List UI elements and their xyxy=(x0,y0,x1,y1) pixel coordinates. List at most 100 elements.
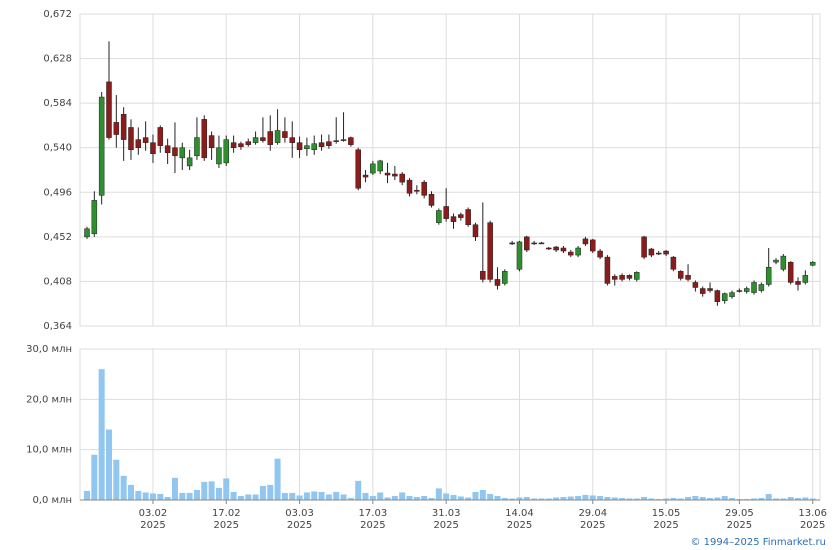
candle-body xyxy=(773,259,779,263)
candle-body xyxy=(399,173,405,183)
x-tick-label: 15.05 2025 xyxy=(652,508,681,531)
volume-bar xyxy=(391,495,398,500)
candle-body xyxy=(458,214,464,218)
y-tick-label: 0,496 xyxy=(43,187,72,198)
volume-bar xyxy=(743,498,750,500)
x-tick-label-line: 2025 xyxy=(433,520,458,531)
candle-body xyxy=(414,190,420,192)
volume-bar xyxy=(347,497,354,500)
volume-bar xyxy=(84,490,90,500)
y-tick-label: 0,628 xyxy=(43,54,72,65)
y-tick-label: 20,0 млн xyxy=(26,394,72,405)
volume-bar xyxy=(487,493,494,500)
x-tick-label-line: 17.02 xyxy=(212,508,241,519)
x-tick-label-line: 14.04 xyxy=(505,508,534,519)
volume-bar xyxy=(692,495,699,500)
candle-body xyxy=(318,142,325,147)
volume-bar xyxy=(252,494,259,500)
volume-bar xyxy=(619,497,626,500)
candle-body xyxy=(348,137,354,145)
candle-body xyxy=(677,271,684,279)
candle-body xyxy=(546,247,552,250)
candle-body xyxy=(384,172,391,176)
volume-bar xyxy=(780,498,787,500)
candle-body xyxy=(296,142,303,150)
plot-frame xyxy=(79,348,821,501)
y-tick-label: 0,364 xyxy=(43,321,72,332)
candle-body xyxy=(619,275,625,280)
candle-body xyxy=(604,256,611,284)
x-tick-label-line: 2025 xyxy=(727,520,752,531)
candle-body xyxy=(758,284,765,291)
candle-body xyxy=(641,236,647,258)
volume-bar xyxy=(729,497,736,500)
candle-body xyxy=(164,145,171,154)
volume-bar xyxy=(758,497,765,500)
candle-body xyxy=(428,194,435,206)
volume-bar xyxy=(802,497,809,500)
candle-body xyxy=(157,127,164,146)
candle-body xyxy=(289,137,295,143)
x-tick-label-line: 2025 xyxy=(653,520,678,531)
volume-bar xyxy=(575,495,582,500)
candle-body xyxy=(223,139,230,164)
candle-body xyxy=(590,239,596,252)
candle-body xyxy=(113,122,120,135)
volume-bar xyxy=(677,498,684,500)
plot-frame xyxy=(79,13,821,327)
candle-body xyxy=(465,209,471,225)
candle-body xyxy=(575,247,581,256)
x-tick-label-line: 31.03 xyxy=(432,508,461,519)
candle-body xyxy=(472,224,479,238)
volume-bar xyxy=(516,497,523,500)
volume-bar xyxy=(523,496,530,500)
volume-bar xyxy=(267,484,274,500)
x-tick-label-line: 29.04 xyxy=(578,508,607,519)
volume-bar xyxy=(443,493,450,500)
candle-body xyxy=(597,250,603,258)
candle-body xyxy=(736,290,743,292)
candle-body xyxy=(538,242,545,245)
volume-bar xyxy=(714,497,721,500)
volume-bar xyxy=(670,497,677,500)
candle-body xyxy=(582,238,589,245)
candle-body xyxy=(612,276,618,280)
volume-bar xyxy=(494,495,501,500)
volume-bar xyxy=(707,497,714,500)
candle-body xyxy=(172,147,178,157)
candle-body xyxy=(326,141,332,146)
candle-body xyxy=(626,275,633,279)
candle-body xyxy=(106,81,112,138)
candle-body xyxy=(560,247,567,252)
volume-bar xyxy=(157,493,164,500)
candle-body xyxy=(406,179,413,194)
x-tick-label: 03.03 2025 xyxy=(285,508,314,531)
volume-bar xyxy=(721,495,728,500)
volume-bar xyxy=(501,497,508,500)
volume-bar xyxy=(450,494,457,500)
candle-body xyxy=(216,147,222,165)
volume-bar xyxy=(105,429,112,500)
volume-bar xyxy=(457,496,464,500)
volume-bar xyxy=(201,481,208,500)
candle-body xyxy=(333,140,339,142)
volume-bar xyxy=(296,495,303,500)
volume-bar xyxy=(186,492,193,500)
volume-bar xyxy=(538,498,545,500)
candle-body xyxy=(230,142,237,148)
candle-body xyxy=(809,261,816,266)
volume-bar xyxy=(193,489,200,500)
candle-body xyxy=(443,206,449,219)
x-tick-label-line: 03.02 xyxy=(139,508,168,519)
candle-body xyxy=(685,275,691,280)
volume-bar xyxy=(399,492,406,500)
volume-bar xyxy=(413,496,420,500)
candle-body xyxy=(450,216,457,222)
candle-body xyxy=(238,143,244,147)
candle-body xyxy=(150,142,156,155)
x-tick-label: 14.04 2025 xyxy=(505,508,534,531)
volume-bar xyxy=(428,497,435,500)
volume-bar xyxy=(142,492,149,500)
volume-bar xyxy=(223,478,230,500)
volume-bar xyxy=(113,459,120,500)
